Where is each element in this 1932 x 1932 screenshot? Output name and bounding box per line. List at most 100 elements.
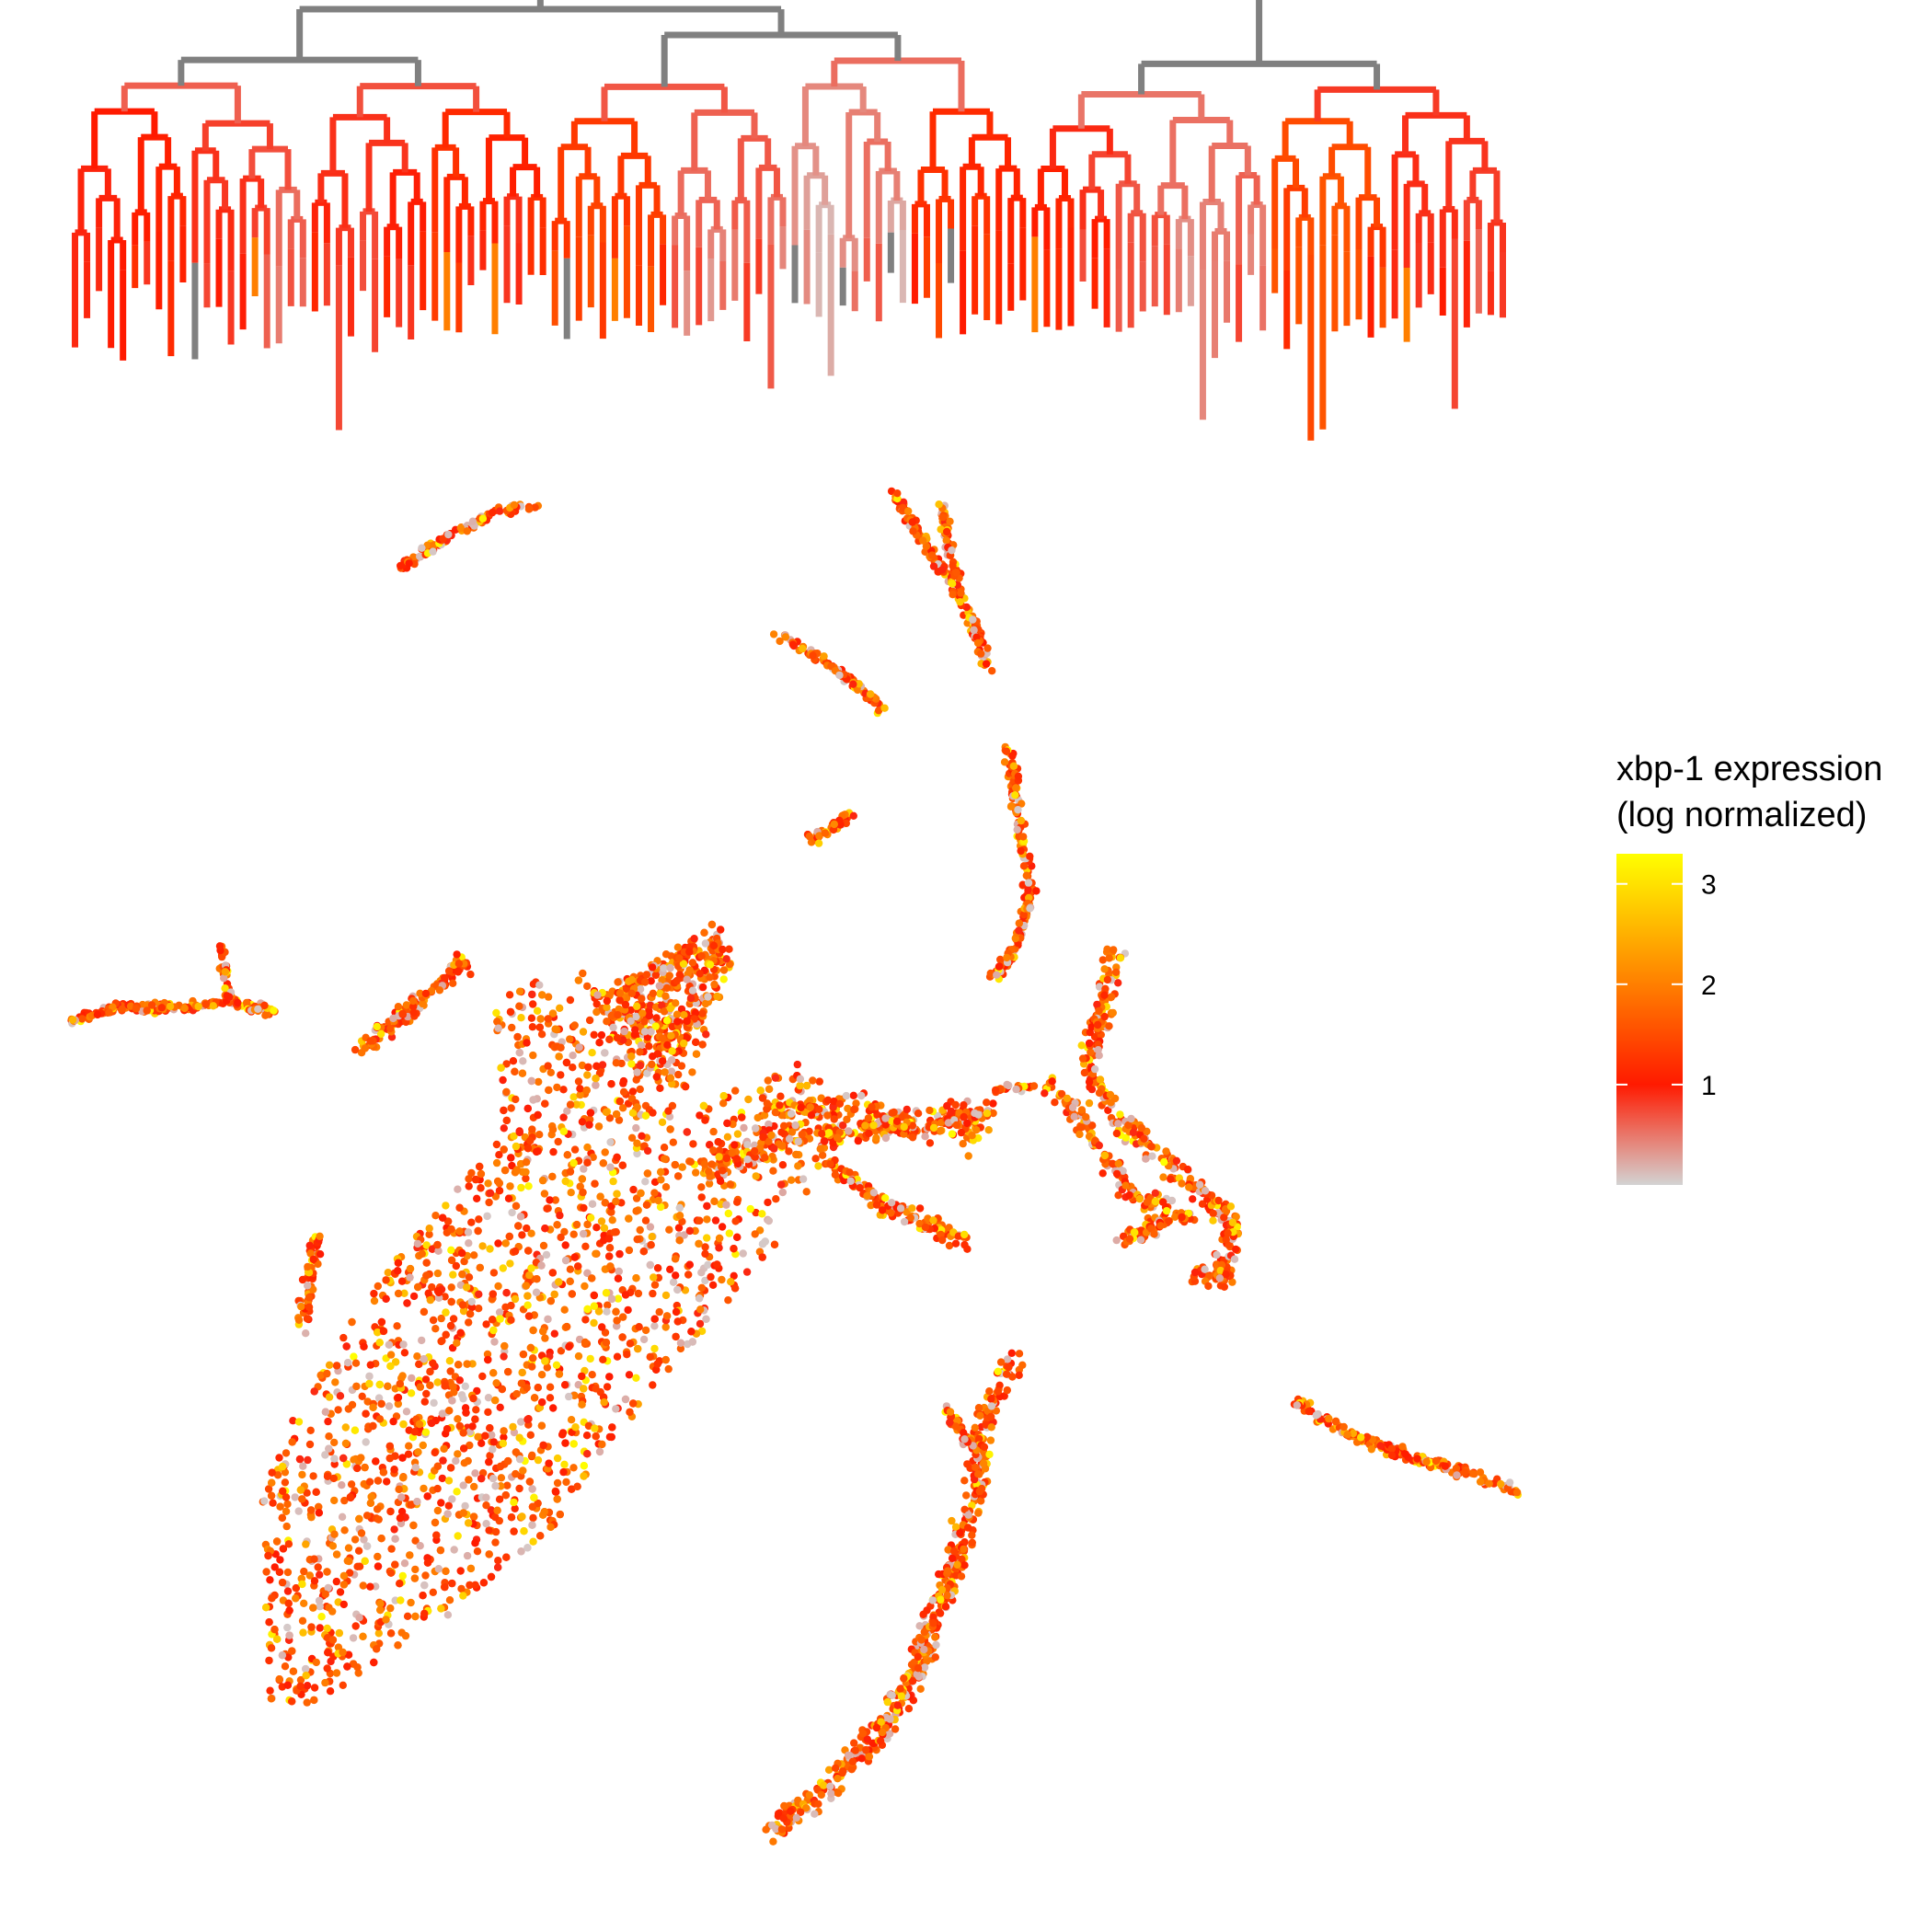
cell-point — [423, 1558, 432, 1567]
cell-point — [458, 1270, 466, 1279]
cell-point — [303, 1682, 312, 1690]
cell-point — [536, 1015, 545, 1023]
cell-point — [269, 1499, 277, 1507]
cell-point — [443, 1510, 452, 1518]
cell-point — [1129, 1128, 1138, 1137]
cell-point — [366, 1499, 375, 1508]
cell-point — [298, 1616, 307, 1626]
cell-point — [605, 1035, 614, 1044]
cell-point — [942, 536, 950, 545]
cell-point — [746, 1204, 754, 1213]
cell-point — [353, 1464, 362, 1473]
cell-point — [715, 1153, 723, 1161]
cell-point — [613, 1153, 621, 1162]
cell-point — [559, 1086, 568, 1094]
cell-point — [374, 1562, 383, 1570]
cell-point — [663, 1041, 672, 1050]
cell-point — [508, 1208, 516, 1217]
cell-point — [563, 1151, 571, 1159]
cell-point — [533, 1147, 541, 1156]
cell-point — [724, 1209, 732, 1218]
cell-point — [1226, 1202, 1236, 1211]
cell-point — [399, 1420, 408, 1429]
cell-point — [485, 1526, 493, 1535]
cell-point — [701, 1116, 709, 1124]
cell-point — [1159, 1173, 1167, 1181]
cell-point — [262, 1604, 270, 1612]
cell-point — [324, 1417, 332, 1426]
cell-point — [1008, 752, 1017, 760]
cell-point — [447, 1246, 455, 1255]
cell-point — [537, 1371, 546, 1379]
cell-point — [569, 1464, 578, 1472]
cell-point — [397, 1493, 406, 1501]
cell-point — [674, 1172, 683, 1180]
cell-point — [341, 1439, 351, 1448]
cell-point — [489, 1269, 499, 1277]
cell-point — [276, 1556, 284, 1564]
cell-point — [533, 1275, 541, 1283]
cell-point — [1125, 1235, 1134, 1243]
cell-point — [957, 1128, 966, 1137]
cell-point — [685, 966, 694, 974]
cell-point — [776, 1101, 784, 1110]
cell-point — [443, 1425, 452, 1433]
cell-point — [556, 1510, 564, 1519]
cell-point — [569, 1230, 578, 1238]
cell-point — [989, 1099, 997, 1108]
cell-point — [391, 1385, 399, 1393]
cell-point — [568, 1290, 576, 1298]
cell-point — [929, 1123, 938, 1133]
cell-point — [675, 1212, 684, 1220]
cell-point — [633, 1068, 641, 1076]
cell-point — [284, 1599, 293, 1608]
cell-point — [500, 1352, 508, 1361]
cell-point — [528, 1485, 536, 1493]
cell-point — [507, 1316, 515, 1325]
cell-point — [1085, 1039, 1094, 1048]
cell-point — [278, 1513, 286, 1523]
cell-point — [268, 1594, 276, 1603]
cell-point — [646, 1260, 654, 1270]
cell-point — [386, 1507, 395, 1516]
cell-point — [1012, 1085, 1020, 1094]
cell-point — [437, 1499, 445, 1507]
cell-point — [437, 1314, 445, 1323]
cell-point — [302, 1672, 310, 1680]
cell-point — [705, 1167, 713, 1176]
cell-point — [641, 1111, 650, 1120]
cell-point — [445, 1407, 454, 1415]
cell-point — [612, 1228, 620, 1236]
cell-point — [306, 1426, 315, 1435]
cell-point — [947, 1107, 956, 1116]
cell-point — [410, 1574, 420, 1582]
cell-point — [1063, 1094, 1072, 1103]
cell-point — [543, 1363, 551, 1372]
cell-point — [489, 1290, 497, 1298]
cell-point — [466, 1564, 476, 1573]
cell-point — [519, 1350, 528, 1359]
cell-point — [350, 1352, 358, 1361]
cell-point — [452, 1261, 460, 1271]
cell-point — [677, 1062, 686, 1070]
cell-point — [500, 1166, 510, 1175]
cell-point — [649, 1289, 657, 1298]
cell-point — [586, 1354, 594, 1363]
cell-point — [440, 1444, 448, 1454]
cell-point — [673, 976, 681, 985]
cell-point — [715, 1146, 724, 1155]
cell-point — [496, 1403, 504, 1412]
cell-point — [447, 1256, 456, 1265]
cell-point — [656, 1084, 664, 1093]
cell-point — [915, 1204, 925, 1213]
cell-point — [484, 1355, 492, 1364]
cell-point — [566, 1277, 574, 1286]
cell-point — [482, 1493, 490, 1502]
cell-point — [283, 1681, 292, 1689]
cell-point — [339, 1333, 348, 1342]
cell-point — [1195, 1180, 1204, 1189]
cell-point — [438, 1337, 446, 1345]
cell-point — [701, 939, 710, 948]
cell-point — [459, 1481, 467, 1489]
cell-point — [921, 1223, 930, 1232]
